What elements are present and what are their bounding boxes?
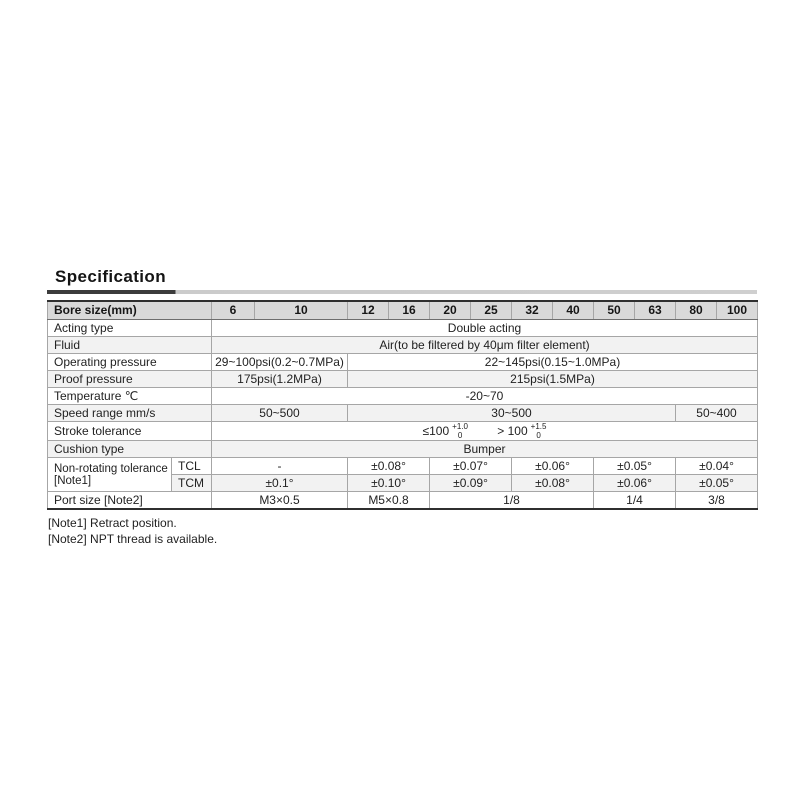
temperature-label: Temperature ℃ [47, 387, 212, 405]
tcm-sublabel: TCM [171, 474, 212, 493]
bore-col-63: 63 [634, 300, 676, 320]
cushion-type-label: Cushion type [47, 440, 212, 459]
bore-col-25: 25 [470, 300, 512, 320]
bore-col-32: 32 [511, 300, 553, 320]
tcm-value-20-25: ±0.09° [429, 474, 512, 493]
specification-table: Bore size(mm) 6 10 12 16 20 25 32 40 50 … [47, 300, 758, 511]
bore-col-16: 16 [388, 300, 430, 320]
acting-type-value: Double acting [211, 319, 758, 337]
tcm-value-12-16: ±0.10° [347, 474, 430, 493]
temperature-value: -20~70 [211, 387, 758, 405]
stroke-tolerance-label: Stroke tolerance [47, 420, 212, 442]
stroke-gt-base: > 100 [497, 423, 528, 438]
tcm-value-80-100: ±0.05° [675, 474, 758, 493]
nonrotating-label-line1: Non-rotating tolerance [54, 462, 168, 475]
nonrotating-tolerance-label: Non-rotating tolerance [Note1] [47, 457, 172, 493]
stroke-tolerance-le-group: ≤100 +1.0 0 [422, 422, 468, 441]
section-title: Specification [55, 267, 167, 286]
table-row-fluid: Fluid Air(to be filtered by 40μm filter … [47, 336, 758, 354]
operating-pressure-large-bore: 22~145psi(0.15~1.0MPa) [347, 353, 758, 371]
port-size-6-10: M3×0.5 [211, 491, 348, 510]
operating-pressure-label: Operating pressure [47, 353, 212, 371]
tcl-sublabel: TCL [171, 457, 212, 476]
footnotes: [Note1] Retract position. [Note2] NPT th… [47, 515, 757, 547]
bore-col-80: 80 [675, 300, 717, 320]
specification-section: Specification Bore size(mm) 6 10 12 16 2… [47, 266, 758, 547]
port-size-20-40: 1/8 [429, 491, 594, 510]
acting-type-label: Acting type [47, 319, 212, 337]
bore-col-10: 10 [254, 300, 348, 320]
bore-col-20: 20 [429, 300, 471, 320]
table-row-stroke-tolerance: Stroke tolerance ≤100 +1.0 0 > 100 +1.5 [47, 420, 758, 442]
table-row-proof-pressure: Proof pressure 175psi(1.2MPa) 215psi(1.5… [47, 370, 758, 388]
stroke-gt-tolerance-stack: +1.5 0 [530, 422, 547, 441]
speed-range-large-bore: 50~400 [675, 404, 758, 422]
stroke-le-upper: +1.0 [452, 422, 468, 431]
proof-pressure-large-bore: 215psi(1.5MPa) [347, 370, 758, 388]
tcl-value-20-25: ±0.07° [429, 457, 512, 476]
table-row-speed-range: Speed range mm/s 50~500 30~500 50~400 [47, 404, 758, 422]
port-size-80-100: 3/8 [675, 491, 758, 510]
table-row-temperature: Temperature ℃ -20~70 [47, 387, 758, 405]
stroke-le-lower: 0 [457, 431, 463, 441]
table-row-nonrotating-tcm: TCM ±0.1° ±0.10° ±0.09° ±0.08° ±0.06° ±0… [48, 474, 758, 493]
port-size-12-16: M5×0.8 [347, 491, 430, 510]
tcl-value-32-40: ±0.06° [511, 457, 594, 476]
footnote-2: [Note2] NPT thread is available. [48, 532, 218, 547]
tcm-value-50-63: ±0.06° [593, 474, 676, 493]
table-row-cushion-type: Cushion type Bumper [47, 440, 758, 459]
tcl-value-6-10: - [211, 457, 348, 476]
bore-col-12: 12 [347, 300, 389, 320]
bore-size-header-label: Bore size(mm) [47, 300, 212, 320]
table-row-operating-pressure: Operating pressure 29~100psi(0.2~0.7MPa)… [47, 353, 758, 371]
operating-pressure-small-bore: 29~100psi(0.2~0.7MPa) [211, 353, 348, 371]
stroke-gt-upper: +1.5 [530, 422, 547, 431]
proof-pressure-small-bore: 175psi(1.2MPa) [211, 370, 348, 388]
stroke-le-tolerance-stack: +1.0 0 [452, 422, 468, 441]
port-size-50-63: 1/4 [593, 491, 676, 510]
speed-range-mid-bore: 30~500 [347, 404, 676, 422]
proof-pressure-label: Proof pressure [47, 370, 212, 388]
footnote-1: [Note1] Retract position. [48, 516, 177, 531]
tcm-value-6-10: ±0.1° [211, 474, 348, 493]
port-size-label: Port size [Note2] [47, 491, 212, 510]
fluid-value: Air(to be filtered by 40μm filter elemen… [211, 336, 758, 354]
table-row-bore-size: Bore size(mm) 6 10 12 16 20 25 32 40 50 … [47, 300, 758, 320]
speed-range-label: Speed range mm/s [47, 404, 212, 422]
tcm-value-32-40: ±0.08° [511, 474, 594, 493]
table-row-port-size: Port size [Note2] M3×0.5 M5×0.8 1/8 1/4 … [47, 491, 758, 510]
stroke-tolerance-value: ≤100 +1.0 0 > 100 +1.5 0 [211, 420, 758, 442]
cushion-type-value: Bumper [211, 440, 758, 459]
bore-col-40: 40 [552, 300, 594, 320]
bore-col-50: 50 [593, 300, 635, 320]
stroke-gt-lower: 0 [536, 431, 541, 441]
nonrotating-label-line2: [Note1] [54, 474, 92, 487]
tcl-value-50-63: ±0.05° [593, 457, 676, 476]
stroke-tolerance-gt-group: > 100 +1.5 0 [497, 422, 547, 441]
fluid-label: Fluid [47, 336, 212, 354]
table-row-acting-type: Acting type Double acting [47, 319, 758, 337]
table-row-nonrotating-tcl: Non-rotating tolerance [Note1] TCL - ±0.… [47, 457, 758, 493]
title-underline-rule [47, 290, 757, 294]
tcl-value-12-16: ±0.08° [347, 457, 430, 476]
bore-col-6: 6 [211, 300, 255, 320]
bore-col-100: 100 [716, 300, 758, 320]
tcl-value-80-100: ±0.04° [675, 457, 758, 476]
stroke-le-base: ≤100 [422, 423, 450, 438]
speed-range-small-bore: 50~500 [211, 404, 348, 422]
